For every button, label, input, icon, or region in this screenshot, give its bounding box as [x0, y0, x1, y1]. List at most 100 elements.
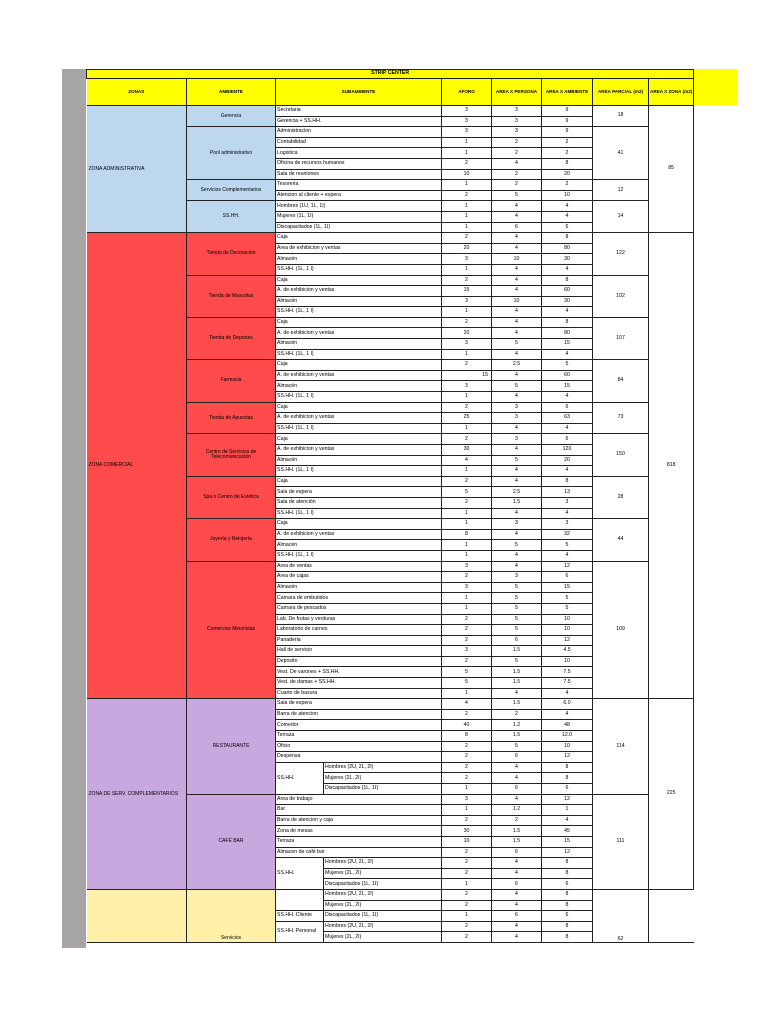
table-row: Mujeres (2L, 2I) 2 4 8 [87, 900, 694, 912]
table-row: SS.HH. (1L, 1 I) 1 4 4 [87, 306, 694, 318]
subambiente-name: Discapacitados (1L, 1I) [323, 910, 442, 922]
area-per-person-cell: 3 [491, 402, 542, 414]
area-per-person-cell: 3 [491, 433, 542, 445]
subambiente-name: Hombres (2U, 2L, 2I) [323, 762, 442, 774]
aforo-cell: 30 [441, 444, 492, 456]
area-per-person-cell: 5 [491, 582, 542, 594]
table-row: Sala de atención 2 1.5 3 [87, 497, 694, 509]
area-per-person-cell: 2 [491, 179, 542, 191]
aforo-cell: 3 [441, 126, 492, 138]
area-per-room-cell: 3 [541, 497, 593, 509]
column-header: AREA PARCIAL (m2) [592, 78, 649, 106]
aforo-cell: 2 [441, 656, 492, 668]
ambiente-name: Farmacia [186, 359, 276, 403]
aforo-cell: 2 [441, 857, 492, 869]
zone-total-servicios [648, 889, 694, 943]
aforo-cell: 1 [441, 200, 492, 212]
subambiente-name: A. de exhibicion y ventas [275, 285, 442, 297]
table-row: Atencion al cliente + espera 2 5 10 [87, 190, 694, 202]
area-per-room-cell: 6 [541, 402, 593, 414]
table-row: Deposito 2 5 10 [87, 656, 694, 668]
table-row: ZONA ADMINISTRATIVA Gerencia Secretaria 3 3 9… [86, 105, 695, 234]
area-parcial: 114 [592, 698, 649, 795]
area-per-person-cell: 10 [491, 296, 542, 308]
aforo-cell: 1 [441, 349, 492, 361]
area-per-room-cell: 4 [541, 815, 593, 827]
table-row: Discapacitados (1L, 1I) 1 6 6 [87, 878, 694, 890]
aforo-cell: 1 [441, 878, 492, 890]
table-row: Mujeres (2L, 2I) 2 4 8 [87, 868, 694, 880]
area-parcial: 62 [592, 889, 649, 943]
area-parcial: 14 [592, 200, 649, 234]
area-per-room-cell: 8 [541, 232, 593, 244]
subambiente-name: Gerencia + SS.HH. [275, 116, 442, 128]
area-per-person-cell: 4 [491, 200, 542, 212]
aforo-cell: 8 [441, 529, 492, 541]
area-per-person-cell: 3 [491, 412, 542, 424]
table-row: Almacén 3 10 30 [87, 253, 694, 265]
aforo-cell: 2 [441, 709, 492, 721]
table-row: ZONA DE SERV. COMPLEMENTARIOS RESTAURANTE… [86, 698, 695, 890]
subambiente-name: SS.HH. (1L, 1 I) [275, 391, 442, 403]
aforo-cell: 2 [441, 571, 492, 583]
aforo-cell: 1 [441, 137, 492, 149]
area-per-person-cell: 4 [491, 688, 542, 700]
subambiente-name: Hombres (2U, 2L, 2I) [323, 889, 442, 901]
ambiente-name: SS.HH. [186, 200, 276, 234]
subambiente-name: Oficio [275, 741, 442, 753]
area-per-person-cell: 4 [491, 275, 542, 287]
area-parcial: 102 [592, 275, 649, 318]
table-row: Panaderia 2 6 12 [87, 635, 694, 647]
area-per-room-cell: 5 [541, 592, 593, 604]
aforo-cell: 3 [441, 380, 492, 393]
aforo-cell: 2 [441, 433, 492, 445]
table-row: Gerencia + SS.HH. 3 3 9 [87, 116, 694, 128]
column-header: AREA X ZONA (m2) [648, 78, 695, 106]
subambiente-name: Mujeres (1L, 1I) [275, 211, 442, 223]
area-per-person-cell: 5 [491, 592, 542, 604]
aforo-cell: 2 [441, 772, 492, 784]
table-row: SS.HH. (1L, 1 I) 1 4 4 [87, 508, 694, 520]
zone-name-servicios [86, 889, 187, 943]
zone-total-com: 818 [648, 232, 695, 700]
table-row: Vest. De varones + SS.HH. 5 1.5 7.5 [87, 666, 694, 679]
area-per-room-cell: 8 [541, 857, 593, 869]
aforo-cell: 1 [441, 423, 492, 435]
aforo-cell: 2 [441, 402, 492, 414]
sshh-group-label: SS.HH. [275, 762, 324, 795]
ambiente-name: Tienda de Mascotas [186, 275, 276, 318]
table-row: Almacén 1 5 5 [87, 539, 694, 551]
subambiente-name: Administracion [275, 126, 442, 138]
area-per-person-cell: 4 [491, 423, 542, 435]
subambiente-name: Mujeres (2L, 2I) [323, 900, 442, 912]
area-per-person-cell: 4 [491, 550, 542, 562]
area-per-person-cell: 2 [491, 815, 542, 827]
area-per-person-cell: 5 [491, 455, 542, 467]
table-row: SS.HH. (1L, 1 I) 1 4 4 [87, 423, 694, 435]
area-per-person-cell: 4 [491, 317, 542, 329]
area-per-room-cell: 5 [541, 359, 593, 371]
aforo-cell: 1 [441, 391, 492, 403]
aforo-cell: 5 [441, 677, 492, 689]
area-per-person-cell: 6 [491, 878, 542, 890]
subambiente-name: SS.HH. (1L, 1 I) [275, 508, 442, 520]
table-row: Pool administrativo Administracion 3 3 9 41 [87, 126, 694, 181]
column-header: AFORO [441, 78, 492, 106]
area-per-person-cell: 4 [491, 529, 542, 541]
aforo-cell: 2 [441, 497, 492, 509]
subambiente-name: Camara de embutidos [275, 592, 442, 604]
table-row: Farmacia Caja 2 2.5 5 84 [87, 359, 694, 403]
sshh-group-label [275, 889, 324, 912]
subambiente-name: Almacén [275, 380, 442, 393]
table-row: Joyería y Relojería Caja 1 3 3 44 [87, 518, 694, 562]
area-per-person-cell: 2 [491, 137, 542, 149]
area-per-room-cell: 30 [541, 296, 593, 308]
zone-total-adm: 85 [648, 105, 695, 234]
area-per-room-cell: 4 [541, 508, 593, 520]
sshh-group-label: SS.HH. Personal [275, 921, 324, 943]
table-row: Area de exhibicion y ventas 20 4 80 [87, 243, 694, 255]
table-row: ZONA COMERCIAL Tienda de Decoracion Caja 2 4… [86, 232, 695, 700]
aforo-cell: 1 [441, 603, 492, 615]
area-per-room-cell: 8 [541, 772, 593, 784]
table-row: Oficina de recursos humanos 2 4 8 [87, 158, 694, 170]
